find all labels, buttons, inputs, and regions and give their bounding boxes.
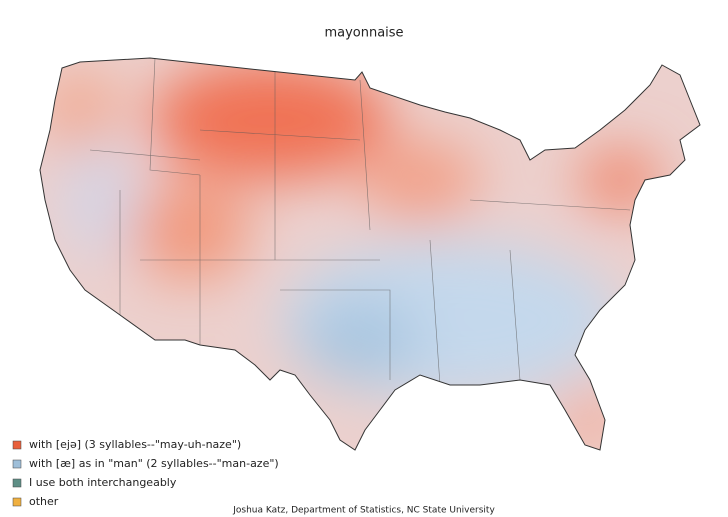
legend-label: I use both interchangeably bbox=[29, 476, 177, 489]
legend-label: other bbox=[29, 495, 59, 508]
map-title: mayonnaise bbox=[324, 26, 403, 41]
legend-label: with [æ] as in "man" (2 syllables--"man-… bbox=[29, 457, 279, 470]
credit: Joshua Katz, Department of Statistics, N… bbox=[232, 506, 495, 516]
legend: with [ejə] (3 syllables--"may-uh-naze") w… bbox=[12, 438, 279, 508]
legend-swatch bbox=[12, 440, 22, 450]
legend-swatch bbox=[12, 497, 22, 507]
legend-swatch bbox=[12, 459, 22, 469]
legend-label: with [ejə] (3 syllables--"may-uh-naze") bbox=[29, 438, 241, 451]
legend-swatch bbox=[12, 478, 22, 488]
